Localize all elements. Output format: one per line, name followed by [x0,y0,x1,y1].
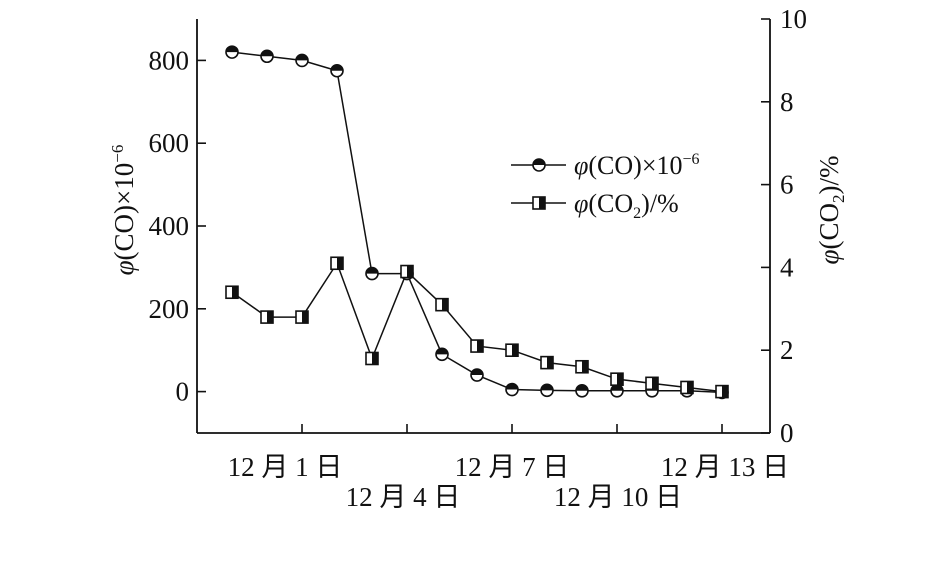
series-markers [225,45,729,400]
x-tick-label: 12 月 13 日 [661,452,789,482]
co2-data-point [645,376,659,391]
right-axis-ticks: 0 2 4 6 8 10 [761,4,807,448]
co-data-point [610,383,624,398]
left-axis-label-prefix: φ [109,260,139,275]
legend-co2-label: φ(CO2)/% [574,189,679,222]
co-data-point [365,266,379,281]
co2-data-point [435,297,449,312]
x-tick-label: 12 月 7 日 [455,452,570,482]
right-tick-label: 4 [780,252,794,282]
co2-data-point [295,310,309,324]
co-data-point [295,53,309,68]
left-tick-label: 800 [149,45,190,75]
left-tick-label: 0 [176,377,190,407]
right-axis-label-sub: 2 [829,195,848,204]
legend-co2-label-main: (CO [588,189,633,218]
x-tick-label: 12 月 4 日 [346,482,461,512]
legend-co2-label-prefix: φ [574,189,588,218]
co2-data-point [365,351,379,366]
co-data-point [505,382,519,397]
legend-co2-symbol [532,196,546,210]
left-axis-label: φ(CO)×10−6 [108,145,139,276]
legend-co-label-main: (CO)×10 [588,151,682,180]
x-tick-label: 12 月 10 日 [554,482,682,512]
co2-data-point [330,256,344,271]
co2-data-point [715,384,729,399]
right-tick-label: 10 [780,4,807,34]
co2-data-point [540,355,554,370]
co2-data-point [225,285,239,300]
co2-data-point [260,310,274,324]
legend: φ(CO)×10−6 φ(CO2)/% [511,151,700,222]
right-tick-label: 0 [780,418,794,448]
co-data-point [435,347,449,362]
right-axis-label: φ(CO2)/% [814,156,848,265]
left-axis-label-exp: −6 [108,145,127,163]
co-data-point [225,45,239,59]
left-tick-label: 600 [149,128,190,158]
co2-data-point [400,264,414,279]
x-axis-ticks: 12 月 1 日12 月 4 日12 月 7 日12 月 10 日12 月 13… [228,424,789,512]
co2-data-point [680,380,694,395]
right-tick-label: 8 [780,87,794,117]
co2-data-point [575,359,589,374]
right-tick-label: 2 [780,335,794,365]
x-tick-label: 12 月 1 日 [228,452,343,482]
right-axis-label-main: (CO [814,203,844,250]
right-axis-label-suffix: )/% [814,156,844,195]
legend-co-symbol [532,158,546,172]
legend-co-marker [532,158,546,172]
left-tick-label: 400 [149,211,190,241]
legend-co-label-exp: −6 [683,151,700,168]
left-tick-label: 200 [149,294,190,324]
left-axis-label-main: (CO)×10 [109,163,139,261]
co-data-point [575,383,589,398]
legend-co2-label-sub: 2 [633,205,641,222]
plot-frame [196,19,771,434]
legend-co-label: φ(CO)×10−6 [574,151,700,180]
legend-co2-label-suffix: )/% [641,189,679,218]
right-axis-label-prefix: φ [814,249,844,264]
left-axis-ticks: 0 200 400 600 800 [149,45,206,407]
legend-co2-marker [532,196,546,210]
co-data-point [470,368,484,382]
co-data-point [260,49,274,64]
co2-data-point [505,343,519,358]
right-tick-label: 6 [780,170,794,200]
co2-data-point [610,372,624,386]
legend-co-label-prefix: φ [574,151,588,180]
co2-data-point [470,339,484,353]
co-data-point [540,383,554,398]
co-data-point [330,63,344,78]
